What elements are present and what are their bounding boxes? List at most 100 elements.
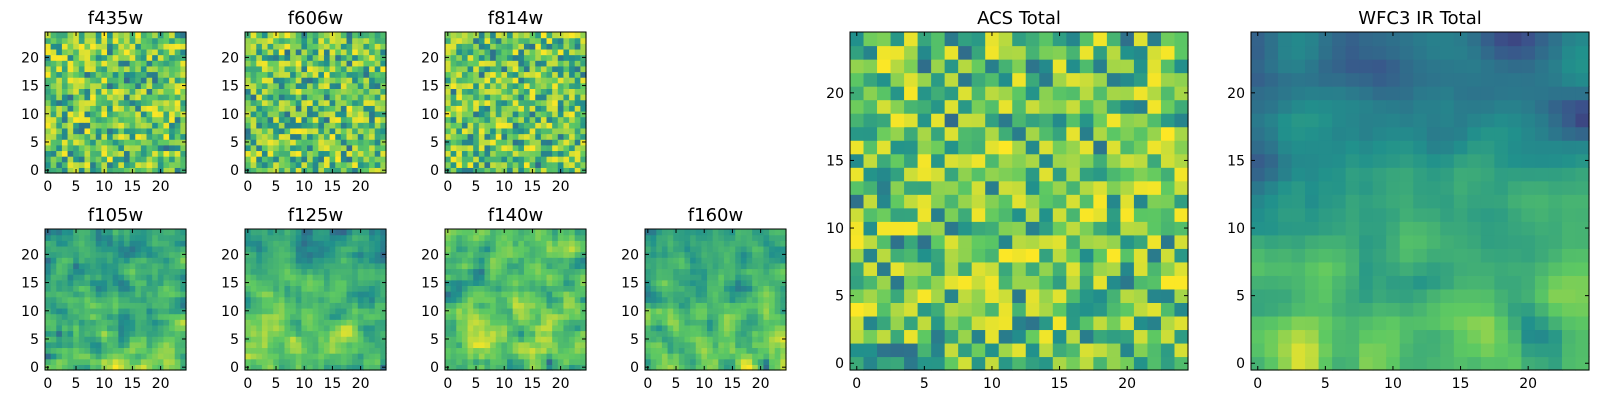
heatmap-cell [261,144,269,152]
heatmap-cell [735,319,742,326]
heatmap-cell [318,122,325,129]
heatmap-cell [495,341,502,349]
heatmap-cell [456,43,463,50]
heatmap-cell [112,341,119,349]
heatmap-cell [931,288,946,303]
heatmap-cell [985,275,1000,290]
heatmap-cell [84,302,91,309]
heatmap-cell [84,296,91,303]
y-tick-label: 20 [621,247,639,263]
heatmap-cell [250,77,257,84]
heatmap-cell [540,268,548,275]
heatmap-cell [877,180,892,195]
heatmap-cell [84,279,91,286]
heatmap-cell [169,251,176,258]
heatmap-cell [146,77,153,84]
heatmap-cell [284,110,291,118]
heatmap-cell [340,285,348,292]
heatmap-cell [529,330,536,337]
heatmap-cell [112,234,119,241]
heatmap-cell [877,207,892,222]
heatmap-cell [56,364,63,371]
heatmap-cell [346,279,353,286]
heatmap-cell [129,116,136,123]
heatmap-cell [650,229,657,236]
heatmap-cell [169,268,176,275]
heatmap-cell [569,330,576,337]
heatmap-cell [163,167,170,174]
heatmap-cell [346,139,353,146]
heatmap-cell [84,139,91,146]
heatmap-cell [1025,275,1040,290]
heatmap-cell [152,144,159,152]
heatmap-cell [478,257,486,264]
heatmap-cell [295,336,302,343]
heatmap-cell [78,94,86,101]
heatmap-cell [456,347,463,354]
heatmap-cell [352,324,359,332]
heatmap-cell [501,88,508,95]
heatmap-cell [667,262,674,270]
heatmap-cell [552,105,559,112]
heatmap-cell [56,257,63,264]
heatmap-cell [152,32,159,39]
heatmap-cell [1106,207,1121,222]
heatmap-cell [107,116,114,123]
heatmap-cell [146,279,153,286]
heatmap-cell [445,296,452,303]
heatmap-cell [307,257,314,264]
heatmap-cell [518,347,525,354]
heatmap-cell [180,245,187,253]
heatmap-cell [529,144,536,152]
heatmap-cell [535,116,542,123]
heatmap-cell [340,245,348,253]
heatmap-cell [135,245,142,253]
heatmap-cell [557,43,565,50]
heatmap-cell [146,144,153,152]
heatmap-cell [495,262,502,270]
heatmap-cell [273,296,280,303]
heatmap-cell [473,341,480,349]
heatmap-cell [163,150,170,157]
heatmap-cell [157,43,165,50]
heatmap-cell [540,65,548,73]
heatmap-cell [135,324,142,332]
heatmap-cell [535,82,542,89]
heatmap-cell [290,144,297,152]
heatmap-cell [256,268,263,275]
heatmap-cell [958,234,973,249]
heatmap-cell [374,268,381,275]
heatmap-cell [1039,342,1054,358]
heatmap-cell [735,336,742,343]
heatmap-cell [50,296,57,303]
heatmap-cell [112,110,119,118]
heatmap-cell [152,364,159,371]
heatmap-cell [107,133,114,140]
heatmap-cell [484,268,491,275]
heatmap-cell [290,71,297,78]
heatmap-cell [958,261,973,276]
heatmap-cell [61,353,69,360]
heatmap-cell [256,54,263,61]
heatmap-cell [718,347,725,354]
heatmap-cell [312,302,319,309]
heatmap-cell [958,329,973,344]
heatmap-cell [284,37,291,44]
heatmap-cell [90,302,97,309]
heatmap-cell [461,279,469,286]
heatmap-cell [563,48,570,56]
heatmap-cell [335,262,342,270]
heatmap-cell [256,32,263,39]
heatmap-cell [107,234,114,241]
heatmap-cell [346,358,353,365]
heatmap-cell [312,291,319,298]
heatmap-cell [529,116,536,123]
heatmap-cell [958,315,973,331]
heatmap-cell [523,285,531,292]
heatmap-cell [335,116,342,123]
heatmap-cell [290,88,297,95]
heatmap-cell [1066,302,1081,317]
heatmap-cell [780,240,787,247]
heatmap-cell [318,358,325,365]
